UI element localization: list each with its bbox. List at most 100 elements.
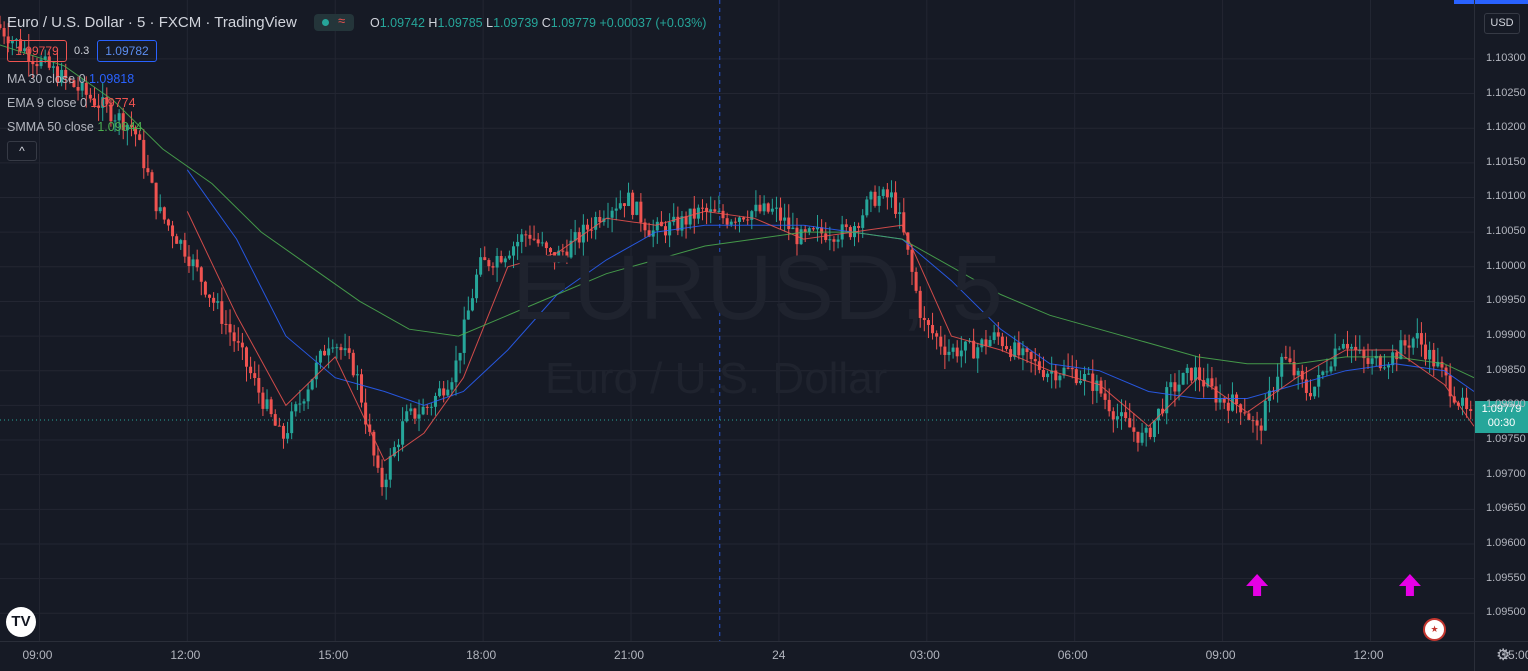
candle-body: [737, 217, 741, 222]
candle-body: [955, 347, 959, 357]
indicator-ema[interactable]: EMA 9 close 0 1.09774: [7, 96, 136, 110]
candle-body: [1058, 375, 1062, 381]
candle-body: [1074, 369, 1078, 384]
candle-body: [405, 411, 409, 422]
candle-body: [1440, 361, 1444, 368]
candle-body: [503, 258, 507, 263]
candle-body: [51, 66, 55, 68]
candle-body: [832, 239, 836, 242]
tradingview-logo[interactable]: TV: [6, 607, 36, 637]
candle-body: [787, 217, 791, 230]
candle-body: [1025, 348, 1029, 353]
indicator-smma[interactable]: SMMA 50 close 1.09844: [7, 120, 143, 134]
candle-body: [1120, 412, 1124, 417]
candle-body: [622, 203, 626, 206]
candle-body: [569, 240, 573, 258]
time-scale[interactable]: [0, 641, 1474, 671]
candle-body: [959, 350, 963, 357]
candle-body: [1259, 425, 1263, 431]
candle-body: [277, 425, 281, 427]
price-tick-label: 1.09900: [1486, 329, 1526, 342]
price-tick-label: 1.09550: [1486, 571, 1526, 584]
candle-body: [1358, 350, 1362, 352]
candle-body: [203, 281, 207, 295]
candle-body: [56, 66, 60, 83]
candle-body: [117, 113, 121, 121]
candle-body: [2, 28, 6, 37]
candle-body: [425, 406, 429, 408]
candle-body: [1337, 348, 1341, 350]
candle-body: [779, 207, 783, 221]
us-flag-icon[interactable]: ★: [1423, 618, 1446, 641]
candle-body: [384, 479, 388, 488]
candle-body: [462, 319, 466, 353]
gear-icon[interactable]: ⚙: [1496, 647, 1511, 664]
indicator-ma[interactable]: MA 30 close 0 1.09818: [7, 72, 135, 86]
candle-body: [429, 406, 433, 408]
candle-body: [647, 230, 651, 237]
price-tick-label: 1.09950: [1486, 294, 1526, 307]
chart-svg[interactable]: [0, 0, 1474, 641]
candle-body: [438, 388, 442, 396]
candle-body: [1202, 380, 1206, 387]
candle-body: [1136, 431, 1140, 443]
candle-body: [627, 192, 631, 206]
chart-area[interactable]: [0, 0, 1474, 641]
candle-body: [1189, 367, 1193, 381]
candle-body: [972, 340, 976, 359]
candle-body: [253, 373, 257, 379]
candle-body: [598, 216, 602, 223]
candle-body: [1313, 386, 1317, 397]
collapse-legend-button[interactable]: ^: [7, 141, 37, 161]
candle-body: [372, 431, 376, 456]
candle-body: [803, 229, 807, 232]
candle-body: [179, 240, 183, 244]
buy-button[interactable]: 1.09782: [97, 40, 157, 62]
candle-body: [323, 350, 327, 356]
candle-body: [1432, 349, 1436, 367]
candle-body: [121, 113, 125, 131]
price-scale[interactable]: [1474, 0, 1528, 641]
candle-body: [721, 210, 725, 219]
candle-body: [146, 168, 150, 173]
price-tick-label: 1.09800: [1486, 398, 1526, 411]
candle-body: [536, 239, 540, 244]
candle-body: [23, 48, 27, 52]
candle-body: [134, 127, 138, 135]
low-value: 1.09739: [493, 16, 539, 30]
time-tick-label: 06:00: [1057, 648, 1088, 662]
candle-body: [1366, 358, 1370, 364]
price-tick-label: 1.09700: [1486, 467, 1526, 480]
candle-body: [35, 64, 39, 67]
candle-body: [1465, 397, 1469, 410]
symbol-title[interactable]: Euro / U.S. Dollar · 5 · FXCM · TradingV…: [7, 14, 297, 31]
accent-bar: [1454, 0, 1528, 4]
candle-body: [742, 217, 746, 220]
candle-body: [520, 234, 524, 242]
change-value: +0.00037 (+0.03%): [599, 16, 707, 30]
candle-body: [910, 249, 914, 272]
candle-body: [470, 298, 474, 311]
candle-body: [828, 239, 832, 241]
currency-select[interactable]: USD: [1484, 13, 1520, 34]
sell-button[interactable]: 1.09779: [7, 40, 67, 62]
candle-body: [1083, 374, 1087, 381]
candle-body: [171, 225, 175, 237]
market-status[interactable]: ≈: [314, 13, 354, 31]
candle-body: [1329, 366, 1333, 372]
candle-body: [750, 211, 754, 220]
candle-body: [573, 232, 577, 241]
candle-body: [889, 192, 893, 198]
candle-body: [1210, 378, 1214, 387]
candle-body: [1095, 380, 1099, 391]
candle-body: [360, 374, 364, 403]
candle-body: [709, 209, 713, 212]
candle-body: [1247, 413, 1251, 421]
candle-body: [1411, 338, 1415, 348]
price-tick-label: 1.10300: [1486, 51, 1526, 64]
candle-body: [92, 98, 96, 106]
candle-body: [368, 424, 372, 432]
candle-body: [1013, 342, 1017, 358]
candle-body: [249, 366, 253, 374]
candle-body: [1214, 386, 1218, 403]
